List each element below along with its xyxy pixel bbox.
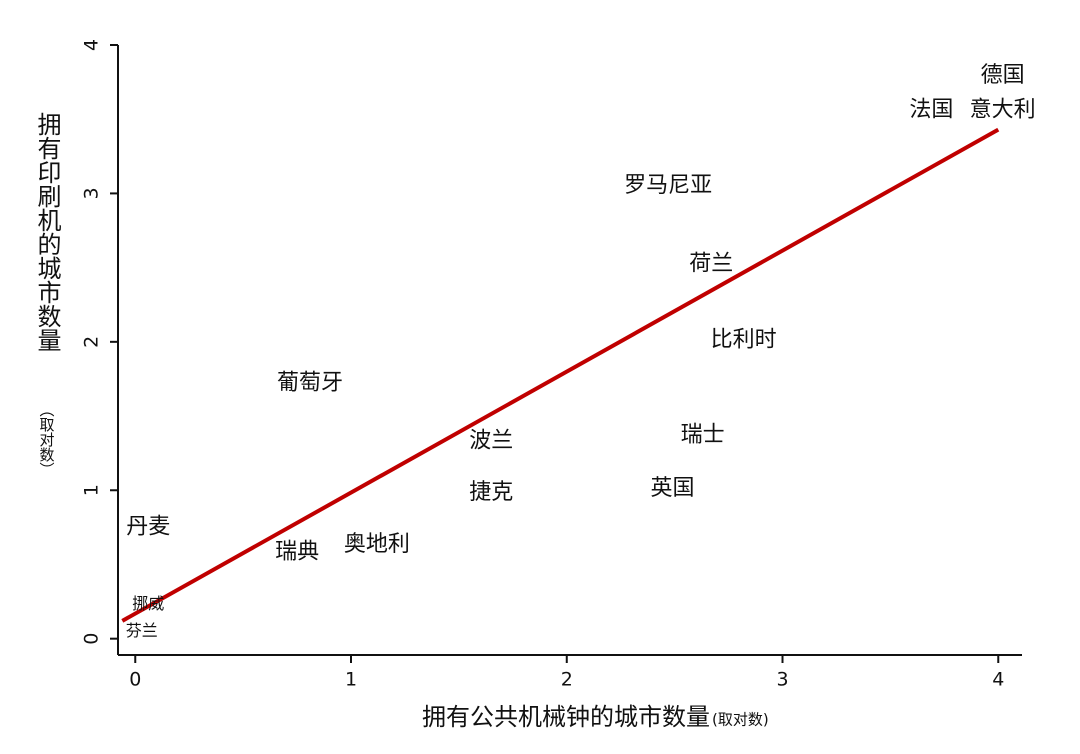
y-tick-label: 3 (81, 187, 103, 199)
x-tick-label: 1 (345, 669, 357, 691)
point-label: 奥地利 (344, 532, 410, 557)
point-label: 芬兰 (126, 621, 158, 640)
x-axis-label: 拥有公共机械钟的城市数量 (422, 703, 710, 731)
y-tick-label: 1 (81, 484, 103, 496)
x-tick-label: 3 (776, 669, 788, 691)
x-tick-label: 0 (129, 669, 141, 691)
y-axis-label: 拥有印刷机的城市数量 (33, 112, 61, 352)
point-label: 比利时 (711, 327, 777, 352)
point-label: 丹麦 (126, 514, 170, 539)
point-label: 荷兰 (689, 252, 733, 277)
y-tick-label: 4 (81, 39, 103, 51)
fit-line (121, 127, 1000, 623)
point-label: 法国 (909, 97, 953, 122)
point-label: 德国 (981, 63, 1025, 88)
point-label: 瑞士 (681, 422, 725, 447)
point-label: 瑞典 (275, 540, 319, 565)
point-label: 罗马尼亚 (624, 173, 712, 198)
y-tick-label: 0 (81, 633, 103, 645)
y-tick-label: 2 (81, 336, 103, 348)
point-label: 挪威 (132, 594, 164, 613)
y-axis-note: （取对数） (38, 402, 56, 477)
x-tick-label: 4 (992, 669, 1004, 691)
point-label: 葡萄牙 (277, 370, 343, 395)
point-label: 英国 (650, 476, 694, 501)
point-label: 捷克 (469, 480, 513, 505)
point-label: 波兰 (469, 428, 513, 453)
x-tick-label: 2 (561, 669, 573, 691)
point-label: 意大利 (970, 97, 1036, 122)
x-axis-note: (取对数) (712, 711, 769, 729)
